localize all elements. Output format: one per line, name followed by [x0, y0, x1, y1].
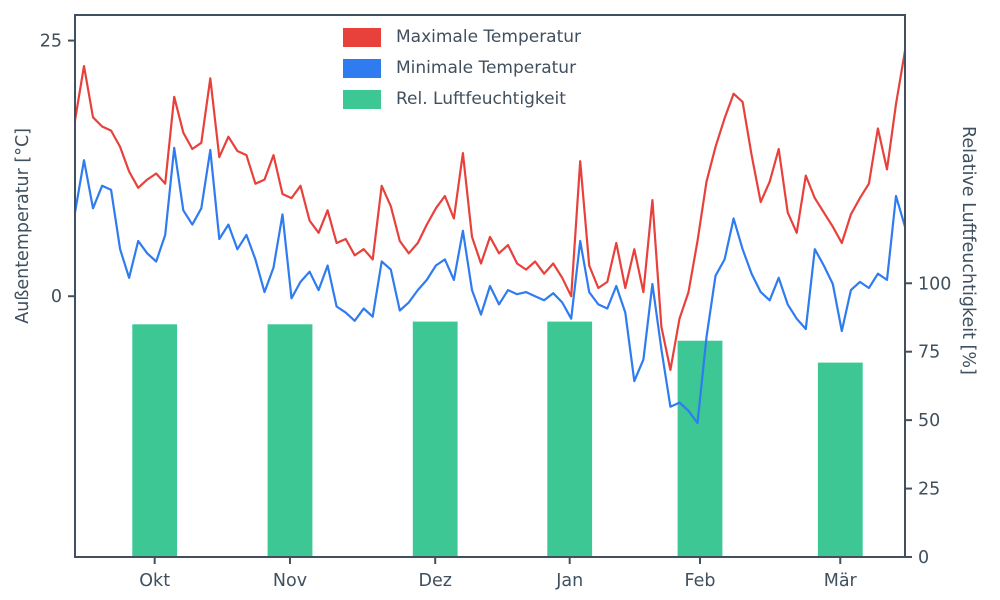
humidity-bar-Feb [677, 340, 723, 557]
legend-entry-min-temp: Minimale Temperatur [343, 58, 581, 78]
humidity-bar-Dez [412, 321, 458, 557]
right-axis-label: Relative Luftfeuchtigkeit [%] [958, 126, 978, 375]
humidity-bar-Okt [132, 324, 178, 557]
legend: Maximale Temperatur Minimale Temperatur … [343, 27, 582, 109]
x-tick-label: Jan [555, 571, 583, 591]
min-temp-line [73, 146, 907, 425]
legend-label-humidity: Rel. Luftfeuchtigkeit [396, 89, 566, 109]
x-tick-label: Nov [273, 571, 307, 591]
x-tick-label: Mär [824, 571, 858, 591]
humidity-bar-Jan [547, 321, 593, 557]
plot-border [74, 14, 906, 558]
left-axis-label: Außentemperatur [°C] [13, 128, 33, 324]
right-tick-label: 50 [918, 411, 940, 431]
legend-swatch-min-temp-icon [343, 58, 381, 78]
legend-swatch-humidity-icon [343, 89, 381, 109]
left-tick-label: 25 [40, 32, 62, 52]
x-tick-label: Dez [419, 571, 452, 591]
humidity-bar-Nov [267, 324, 313, 557]
right-tick-label: 75 [918, 343, 940, 363]
right-tick-label: 0 [918, 548, 929, 568]
x-tick-label: Okt [139, 571, 170, 591]
max-temp-line [73, 49, 907, 371]
right-tick-label: 100 [918, 274, 951, 294]
legend-entry-max-temp: Maximale Temperatur [343, 27, 581, 47]
legend-entry-humidity: Rel. Luftfeuchtigkeit [343, 89, 581, 109]
legend-label-max-temp: Maximale Temperatur [396, 27, 582, 47]
right-tick-label: 25 [918, 480, 940, 500]
legend-label-min-temp: Minimale Temperatur [396, 58, 577, 78]
x-tick-label: Feb [684, 571, 715, 591]
humidity-bar-Mär [817, 362, 863, 557]
legend-swatch-max-temp-icon [343, 27, 381, 47]
left-tick-label: 0 [51, 287, 62, 307]
